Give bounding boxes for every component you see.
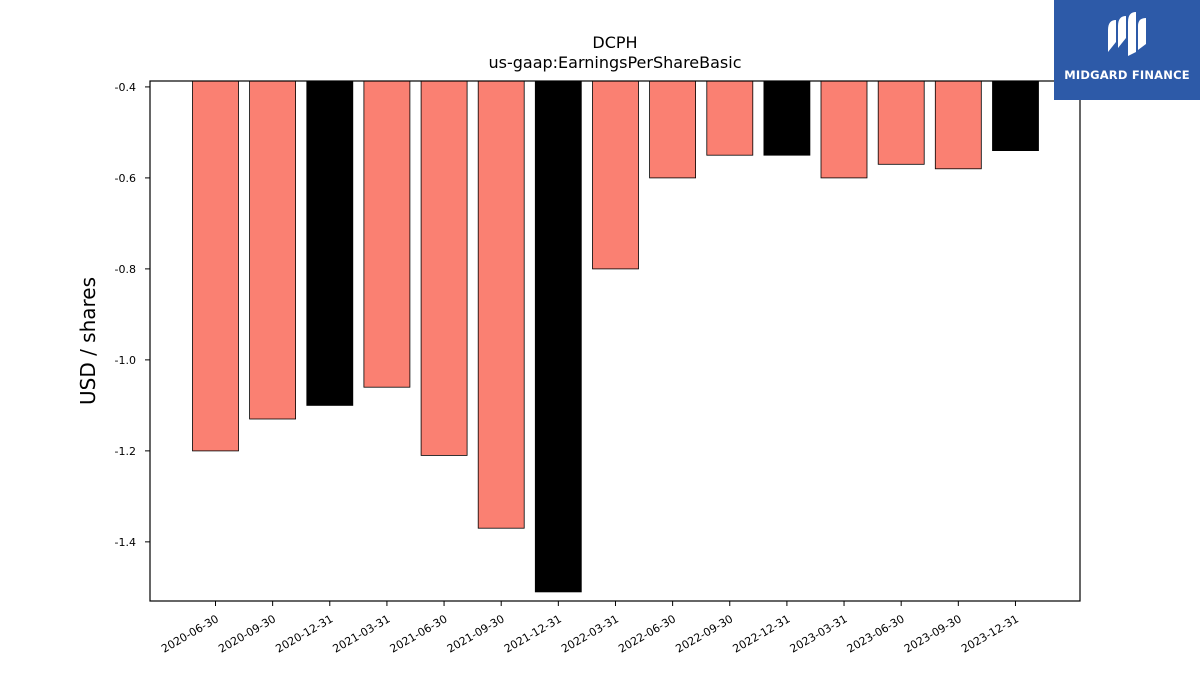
bar-2023-06-30: [877, 80, 925, 165]
bar-2022-06-30: [649, 80, 696, 179]
x-tick-label: 2022-12-31: [731, 612, 793, 655]
x-tick-label: 2021-06-30: [388, 612, 450, 655]
y-axis-label: USD / shares: [76, 277, 100, 405]
x-tick-label: 2022-03-31: [559, 612, 621, 655]
bar-2021-12-31: [534, 80, 582, 593]
bars-group: [192, 80, 1039, 593]
y-tick-label: -1.4: [115, 536, 136, 549]
bar-2021-03-31: [363, 80, 411, 388]
x-tick-label: 2020-12-31: [273, 612, 335, 655]
x-tick-label: 2020-09-30: [216, 612, 278, 655]
bar-2022-09-30: [706, 80, 754, 156]
x-tick-label: 2022-06-30: [616, 612, 678, 655]
bar-2020-06-30: [192, 80, 239, 452]
x-tick-label: 2023-09-30: [902, 612, 964, 655]
bar-2020-09-30: [249, 80, 297, 420]
chart-subtitle: us-gaap:EarningsPerShareBasic: [488, 53, 741, 72]
x-tick-label: 2023-06-30: [845, 612, 907, 655]
y-ticks-group: -0.4 -0.6 -0.8 -1.0 -1.2 -1.4: [115, 81, 150, 549]
chart-title: DCPH: [592, 33, 637, 52]
y-tick-label: -0.6: [115, 172, 136, 185]
bar-2020-12-31: [306, 80, 354, 406]
logo-text: MIDGARD FINANCE: [1064, 68, 1190, 82]
bar-2023-03-31: [820, 80, 868, 179]
x-tick-label: 2021-09-30: [445, 612, 507, 655]
bar-2022-03-31: [592, 80, 639, 270]
bar-2021-06-30: [420, 80, 468, 456]
bar-2021-09-30: [477, 80, 525, 529]
x-tick-label: 2022-09-30: [673, 612, 735, 655]
logo: MIDGARD FINANCE: [1054, 0, 1200, 100]
y-tick-label: -0.4: [115, 81, 136, 94]
x-tick-label: 2023-03-31: [788, 612, 850, 655]
x-tick-label: 2021-03-31: [331, 612, 393, 655]
x-tick-label: 2020-06-30: [159, 612, 221, 655]
y-tick-label: -0.8: [115, 263, 136, 276]
x-ticks-group: 2020-06-302020-09-302020-12-312021-03-31…: [159, 601, 1021, 656]
bar-2023-09-30: [934, 80, 982, 170]
midgard-logo-icon: [1108, 12, 1146, 56]
x-tick-label: 2021-12-31: [502, 612, 564, 655]
bar-2023-12-31: [992, 80, 1039, 151]
y-tick-label: -1.0: [115, 354, 136, 367]
y-tick-label: -1.2: [115, 445, 136, 458]
x-tick-label: 2023-12-31: [959, 612, 1021, 655]
bar-2022-12-31: [763, 80, 811, 156]
